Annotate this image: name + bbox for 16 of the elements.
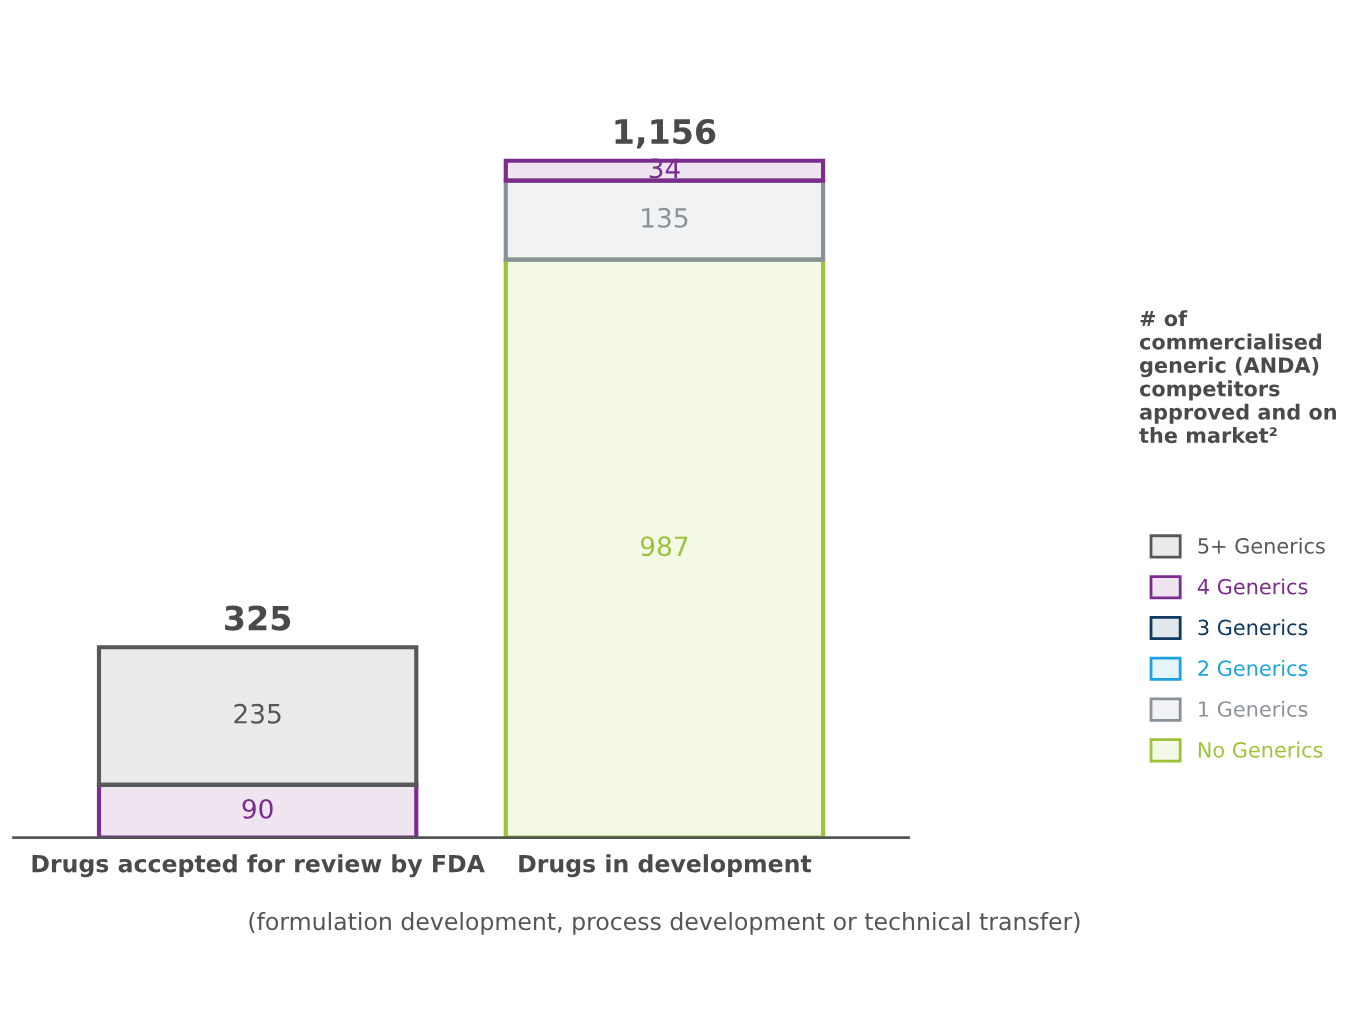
legend-label: 4 Generics: [1197, 578, 1308, 595]
legend-title: # of commercialised generic (ANDA) competitors approved and on the market²: [1139, 310, 1336, 444]
data-label: 135: [642, 207, 688, 228]
data-label: 987: [640, 536, 688, 557]
text: (formulation development, process development or technical transfer): [249, 911, 1080, 935]
total-label: 1,156: [615, 118, 716, 149]
legend-label: No Generics: [1198, 741, 1323, 758]
legend-label: 5+ Generics: [1198, 537, 1325, 554]
data-label: 90: [242, 798, 273, 819]
legend-label: 2 Generics: [1198, 660, 1308, 677]
x-tick-label: Drugs in development: [519, 854, 812, 878]
legend-label: 1 Generics: [1199, 700, 1308, 717]
x-tick-label: Drugs accepted for review by FDA: [32, 854, 485, 878]
data-label: 235: [234, 703, 281, 724]
legend-label: 3 Generics: [1198, 619, 1308, 636]
total-label: 325: [225, 605, 291, 631]
